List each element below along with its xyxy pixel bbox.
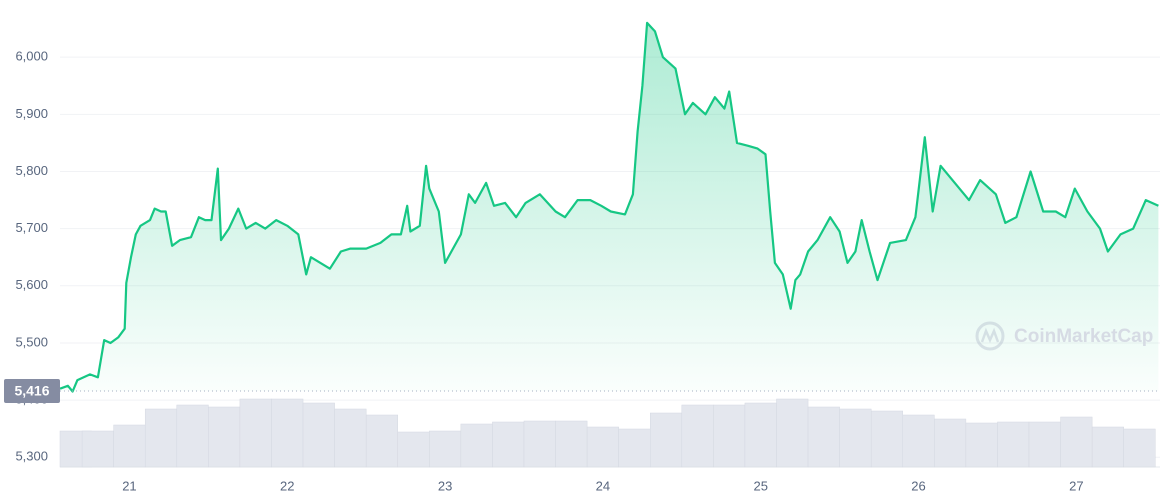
volume-bar [776,398,809,468]
x-tick-label: 24 [596,478,610,493]
price-tag-label: 5,416 [14,383,49,399]
y-tick-label: 5,300 [15,449,48,464]
volume-bar [113,424,146,468]
volume-bar [618,428,651,468]
x-tick-label: 27 [1069,478,1083,493]
volume-bar [681,404,714,468]
watermark-logo [975,321,1005,351]
x-tick-label: 22 [280,478,294,493]
x-tick-label: 26 [911,478,925,493]
volume-bar [965,422,998,468]
price-area [60,22,1159,392]
volume-bar [1091,426,1124,468]
volume-bar [555,420,588,468]
volume-bar [271,398,304,468]
volume-bar [81,430,114,468]
volume-bar [1060,416,1093,468]
price-tag [4,378,60,403]
x-tick-label: 25 [753,478,767,493]
volume-bar [1123,428,1156,468]
y-tick-label: 5,800 [15,163,48,178]
volume-bar [365,414,398,468]
volume-bar [649,412,683,468]
watermark: CoinMarketCap [1014,326,1153,347]
volume-bar [239,398,272,468]
volume-bar [902,414,935,468]
volume-bar [208,406,241,468]
volume-bar [586,426,619,468]
y-tick-label: 6,000 [15,49,48,64]
y-tick-label: 5,700 [15,220,48,235]
volume-bar [839,408,872,468]
volume-bar [807,406,840,468]
volume-bar [397,431,430,468]
volume-bar [429,430,462,468]
volume-bar [176,404,209,468]
x-tick-label: 23 [438,478,452,493]
price-line [59,21,1159,393]
volume-bar [997,421,1030,468]
volume-bar [713,404,746,468]
volume-bar [302,402,335,468]
volume-bar [870,410,904,468]
volume-bar [144,408,178,468]
y-tick-label: 5,900 [15,106,48,121]
x-tick-label: 21 [122,478,136,493]
volume-bar [492,421,525,468]
volume-bar [460,423,493,468]
volume-bar [334,408,367,468]
volume-bar [523,420,556,468]
y-tick-label: 5,600 [15,277,48,292]
volume-bar [744,402,777,468]
y-tick-label: 5,500 [15,334,48,349]
volume-bar [934,418,967,468]
volume-bar [1028,421,1061,468]
